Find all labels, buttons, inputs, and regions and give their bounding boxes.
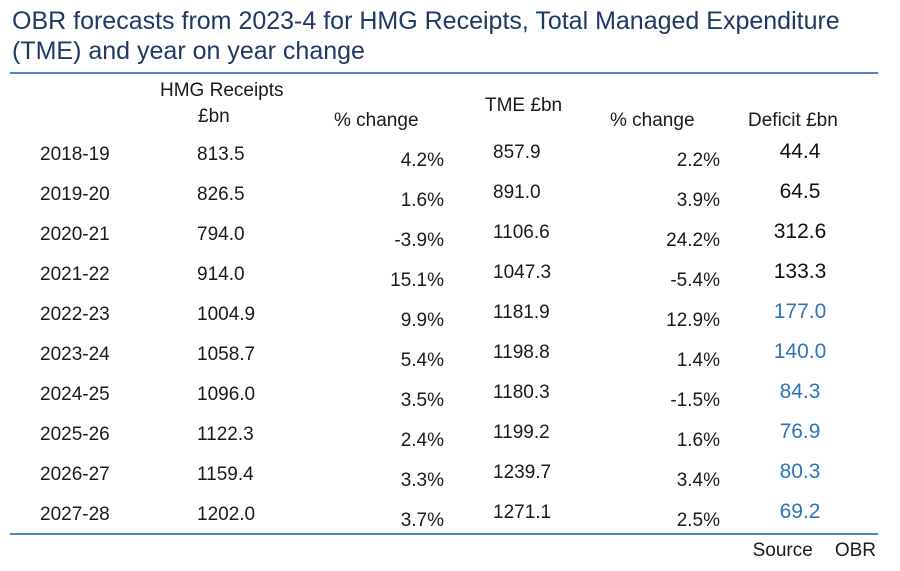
tme-cell: 1198.8 [493,342,550,363]
tme-change-cell: 24.2% [666,230,720,251]
source-note: Source OBR [753,539,876,563]
receipts-change-cell: -3.9% [394,230,444,251]
receipts-change-cell: 15.1% [390,270,444,291]
deficit-cell: 133.3 [773,260,827,283]
receipts-cell: 1202.0 [197,504,256,525]
year-cell: 2023-24 [40,344,110,365]
tme-change-cell: 2.2% [676,150,720,171]
tme-cell: 891.0 [493,182,541,203]
receipts-cell: 1096.0 [197,384,256,405]
top-rule [10,72,878,74]
year-cell: 2021-22 [40,264,110,285]
receipts-change-cell: 4.2% [400,150,444,171]
deficit-cell: 177.0 [773,300,827,323]
year-cell: 2026-27 [40,464,110,485]
receipts-cell: 794.0 [197,224,245,245]
year-cell: 2022-23 [40,304,110,325]
receipts-change-cell: 1.6% [400,190,444,211]
header-receipts-unit: £bn [198,106,230,127]
receipts-cell: 1159.4 [197,464,254,485]
receipts-cell: 914.0 [197,264,245,285]
header-receipts-change: % change [334,110,419,131]
tme-change-cell: 1.6% [676,430,720,451]
receipts-cell: 1004.9 [197,304,256,325]
tme-cell: 1180.3 [493,382,550,403]
header-receipts: HMG Receipts [160,80,284,101]
receipts-change-cell: 2.4% [400,430,444,451]
tme-cell: 1106.6 [493,222,550,243]
deficit-cell: 140.0 [773,340,827,363]
deficit-cell: 312.6 [773,220,827,243]
tme-change-cell: 3.4% [676,470,720,491]
year-cell: 2024-25 [40,384,110,405]
tme-cell: 1199.2 [493,422,550,443]
deficit-cell: 69.2 [779,500,821,523]
deficit-cell: 76.9 [779,420,821,443]
tme-change-cell: 3.9% [676,190,720,211]
year-cell: 2027-28 [40,504,110,525]
receipts-change-cell: 3.3% [400,470,444,491]
page-title: OBR forecasts from 2023-4 for HMG Receip… [12,7,840,65]
receipts-change-cell: 5.4% [400,350,444,371]
deficit-cell: 64.5 [779,180,821,203]
tme-cell: 1271.1 [493,502,552,523]
receipts-cell: 1058.7 [197,344,256,365]
deficit-cell: 84.3 [779,380,821,403]
bottom-rule [10,533,878,535]
year-cell: 2018-19 [40,144,110,165]
receipts-cell: 1122.3 [197,424,254,445]
receipts-cell: 813.5 [197,144,245,165]
tme-cell: 1047.3 [493,262,552,283]
year-cell: 2019-20 [40,184,110,205]
source-value: OBR [834,540,876,561]
tme-change-cell: 12.9% [666,310,720,331]
tme-cell: 1181.9 [493,302,550,323]
tme-change-cell: -1.5% [670,390,720,411]
receipts-change-cell: 3.5% [400,390,444,411]
header-tme: TME £bn [485,95,563,116]
receipts-cell: 826.5 [197,184,245,205]
receipts-change-cell: 3.7% [400,510,444,531]
source-label: Source [752,540,813,561]
tme-cell: 857.9 [493,142,541,163]
year-cell: 2020-21 [40,224,110,245]
receipts-change-cell: 9.9% [400,310,444,331]
tme-change-cell: -5.4% [670,270,720,291]
deficit-cell: 80.3 [779,460,821,483]
year-cell: 2025-26 [40,424,110,445]
deficit-cell: 44.4 [779,140,821,163]
header-deficit: Deficit £bn [748,110,838,131]
header-tme-change: % change [610,110,695,131]
tme-change-cell: 2.5% [676,510,720,531]
tme-change-cell: 1.4% [676,350,720,371]
tme-cell: 1239.7 [493,462,552,483]
